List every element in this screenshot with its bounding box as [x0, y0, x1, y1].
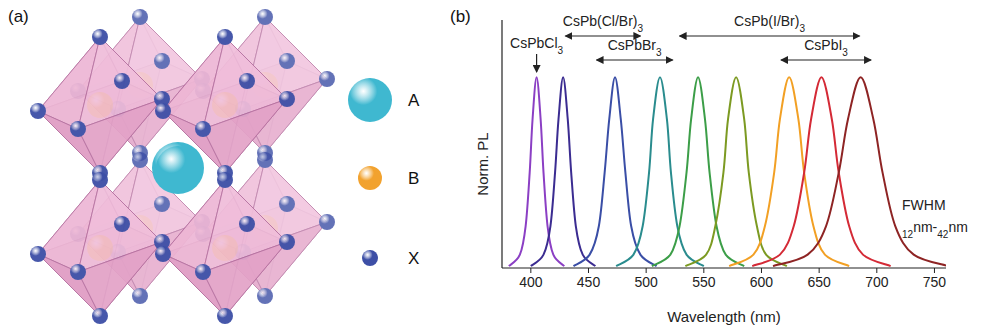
face — [203, 242, 287, 316]
x-site-atom — [155, 103, 171, 119]
legend-label: B — [408, 169, 419, 188]
annotation: CsPbCl3 — [510, 35, 563, 56]
x-site-atom — [92, 308, 108, 324]
x-site-atom — [217, 308, 233, 324]
a-site-atom — [152, 142, 204, 194]
x-site-atom — [217, 172, 233, 188]
y-axis-label: Norm. PL — [474, 132, 491, 195]
x-site-atom — [195, 121, 211, 137]
x-site-atom — [319, 71, 335, 87]
x-tick-label: 700 — [865, 274, 889, 290]
panel-label: (b) — [450, 7, 471, 26]
annotation: CsPb(Cl/Br)3 — [563, 13, 644, 34]
x-site-atom — [30, 246, 46, 262]
range-arrow — [597, 59, 673, 60]
x-site-atom — [132, 152, 148, 168]
annotation: CsPbBr3 — [608, 37, 662, 58]
pl-curve — [531, 77, 596, 266]
pl-curve — [685, 77, 786, 266]
legend-label: A — [408, 91, 420, 110]
legend-swatch — [358, 166, 382, 190]
x-site-atom — [257, 152, 273, 168]
x-axis — [502, 267, 946, 268]
x-site-atom — [279, 53, 295, 69]
x-site-atom — [239, 73, 255, 89]
x-axis-label: Wavelength (nm) — [667, 308, 781, 325]
front-layer — [30, 29, 295, 324]
octahedron — [30, 172, 170, 324]
x-tick-label: 550 — [692, 274, 716, 290]
face — [203, 99, 287, 173]
x-site-atom — [279, 196, 295, 212]
face — [78, 242, 162, 316]
curves — [509, 77, 946, 266]
x-site-atom — [70, 264, 86, 280]
x-site-atom — [132, 9, 148, 25]
x-tick-label: 500 — [634, 274, 658, 290]
x-tick-label: 400 — [519, 274, 543, 290]
face — [78, 99, 162, 173]
x-site-atom — [239, 216, 255, 232]
x-site-atom — [70, 121, 86, 137]
panel-b: (b) 400 450 500 550 600 650 700 750 Wavelength (n… — [450, 7, 968, 325]
x-site-atom — [279, 91, 295, 107]
x-site-atom — [154, 53, 170, 69]
x-site-atom — [217, 29, 233, 45]
x-site-atom — [154, 196, 170, 212]
a-site-atom-front — [156, 146, 200, 190]
x-tick — [876, 268, 877, 273]
x-site-atom — [195, 264, 211, 280]
legend-swatch — [348, 78, 392, 122]
x-tick — [761, 268, 762, 273]
annotation: 12nm-42nm — [902, 219, 968, 240]
x-site-atom — [132, 288, 148, 304]
x-site-atom — [92, 172, 108, 188]
x-tick — [530, 268, 531, 273]
x-site-atom — [114, 216, 130, 232]
x-tick — [646, 268, 647, 273]
x-tick-label: 650 — [807, 274, 831, 290]
pl-curve — [616, 77, 704, 266]
x-tick-label: 750 — [923, 274, 947, 290]
pl-curve — [574, 77, 657, 266]
panel-a: (a) A B X — [8, 7, 420, 324]
octahedron — [30, 29, 170, 181]
range-arrow — [781, 59, 871, 60]
x-tick-label: 450 — [577, 274, 601, 290]
x-tick — [934, 268, 935, 273]
x-site-atom — [279, 234, 295, 250]
x-tick — [819, 268, 820, 273]
panel-label: (a) — [8, 7, 29, 26]
x-site-atom — [257, 9, 273, 25]
figure: (a) A B X (b) 400 450 500 550 600 650 700 750 Wavelen… — [0, 0, 1000, 333]
octahedron — [155, 172, 295, 324]
back-layer — [70, 9, 335, 304]
x-site-atom — [319, 214, 335, 230]
annotation: CsPbI3 — [804, 37, 848, 58]
pl-curve — [773, 77, 946, 266]
annotation: CsPb(I/Br)3 — [734, 13, 805, 34]
legend-label: X — [408, 249, 419, 268]
annotation: FWHM — [902, 197, 946, 213]
y-axis — [501, 20, 502, 268]
legend-swatch — [362, 250, 378, 266]
x-site-atom — [114, 73, 130, 89]
pointer-arrow — [536, 54, 537, 72]
x-tick-label: 600 — [750, 274, 774, 290]
x-site-atom — [155, 246, 171, 262]
x-site-atom — [30, 103, 46, 119]
x-site-atom — [257, 288, 273, 304]
x-tick — [703, 268, 704, 273]
x-tick — [588, 268, 589, 273]
x-site-atom — [92, 29, 108, 45]
